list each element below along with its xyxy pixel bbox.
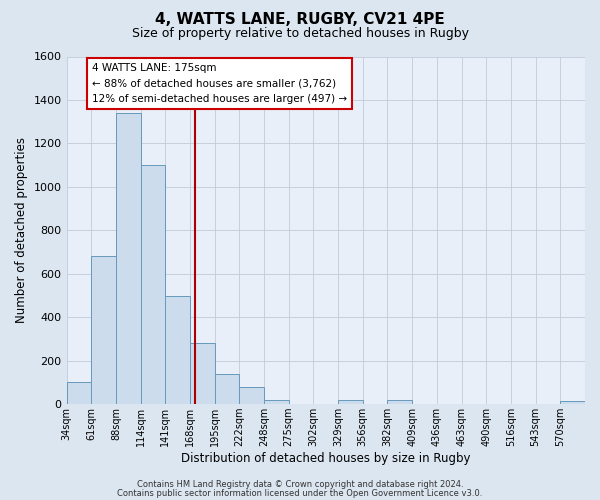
Bar (91, 256, 116, 404)
Text: Contains HM Land Registry data © Crown copyright and database right 2024.: Contains HM Land Registry data © Crown c… (137, 480, 463, 489)
Text: 4, WATTS LANE, RUGBY, CV21 4PE: 4, WATTS LANE, RUGBY, CV21 4PE (155, 12, 445, 28)
Bar (264, 400, 289, 404)
Bar (116, 113, 140, 404)
Bar (140, 165, 165, 404)
Text: Size of property relative to detached houses in Rugby: Size of property relative to detached ho… (131, 28, 469, 40)
Bar (388, 400, 412, 404)
Bar (239, 387, 264, 404)
Text: 4 WATTS LANE: 175sqm
← 88% of detached houses are smaller (3,762)
12% of semi-de: 4 WATTS LANE: 175sqm ← 88% of detached h… (92, 63, 347, 104)
Bar (215, 374, 239, 404)
Bar (560, 401, 585, 404)
Text: Contains public sector information licensed under the Open Government Licence v3: Contains public sector information licen… (118, 488, 482, 498)
X-axis label: Distribution of detached houses by size in Rugby: Distribution of detached houses by size … (181, 452, 470, 465)
Bar (190, 344, 215, 404)
Bar (67, 382, 91, 404)
Bar (165, 296, 190, 404)
Bar (338, 400, 363, 404)
Y-axis label: Number of detached properties: Number of detached properties (15, 138, 28, 324)
